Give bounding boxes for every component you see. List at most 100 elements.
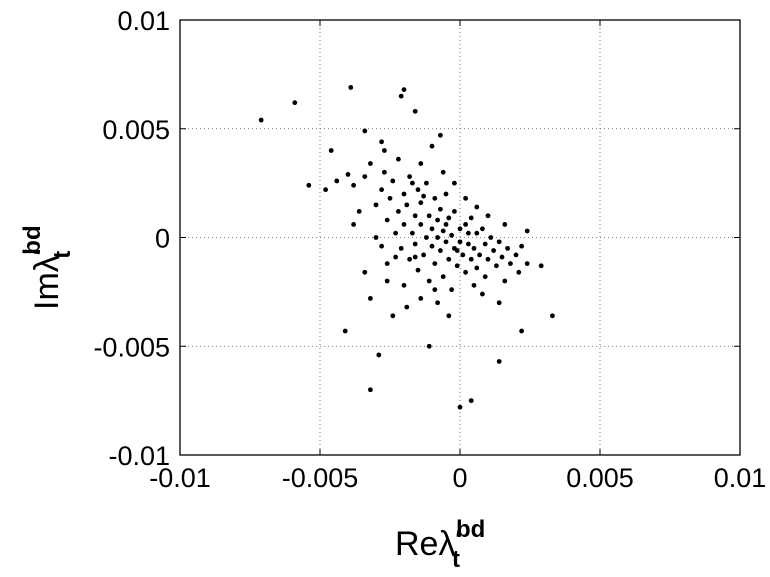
point	[418, 296, 424, 301]
point	[474, 204, 480, 210]
x-tick-label: 0.01	[714, 463, 767, 493]
point	[334, 178, 340, 184]
point	[474, 265, 480, 271]
point	[468, 398, 474, 404]
point	[449, 232, 454, 238]
point	[382, 148, 387, 153]
point	[429, 243, 435, 249]
point	[460, 252, 466, 258]
point	[421, 193, 426, 199]
x-label-sub: t	[452, 546, 460, 573]
point	[379, 187, 384, 193]
point	[396, 156, 401, 162]
point	[443, 239, 449, 245]
point	[410, 230, 415, 236]
point	[368, 296, 373, 301]
ticks: -0.01 -0.005 0 0.005 0.01 -0.01 -0.005 0 0.005 0.…	[93, 6, 766, 493]
x-label-sup: bd	[456, 516, 485, 543]
point	[401, 222, 407, 227]
y-tick-label: 0.005	[102, 115, 170, 145]
point	[328, 148, 334, 153]
point	[426, 213, 432, 219]
point	[491, 248, 496, 253]
point	[418, 222, 424, 227]
point	[362, 174, 368, 180]
point	[306, 182, 312, 188]
point	[440, 228, 446, 234]
point	[401, 87, 407, 92]
point	[368, 161, 373, 166]
point	[390, 178, 396, 184]
point	[398, 245, 404, 251]
point	[513, 252, 519, 258]
point	[323, 187, 328, 193]
y-label-main: Imλ	[28, 255, 66, 310]
point	[258, 117, 264, 123]
y-label-sup: bd	[19, 225, 46, 254]
point	[550, 313, 555, 319]
point	[454, 248, 460, 253]
x-axis-label: Reλ′ t bd	[395, 516, 485, 573]
x-tick-label: -0.005	[282, 463, 359, 493]
point	[482, 274, 488, 280]
point	[516, 269, 522, 275]
point	[466, 241, 471, 247]
point	[379, 139, 384, 145]
point	[440, 274, 446, 280]
point	[524, 228, 530, 234]
point	[485, 213, 491, 219]
point	[452, 180, 457, 186]
point	[488, 235, 494, 240]
point	[387, 195, 393, 201]
point	[446, 313, 452, 319]
point	[449, 287, 454, 293]
point	[410, 180, 415, 186]
point	[480, 226, 485, 232]
point	[415, 187, 421, 193]
point	[443, 222, 449, 227]
point	[446, 215, 452, 221]
point	[508, 261, 513, 266]
point	[474, 230, 480, 236]
x-tick-label: 0.005	[566, 463, 634, 493]
point	[463, 222, 468, 227]
point	[412, 213, 418, 219]
point	[468, 256, 474, 262]
point	[429, 143, 435, 149]
point	[393, 254, 398, 260]
point	[362, 269, 368, 275]
point	[351, 182, 356, 188]
point	[373, 202, 379, 208]
y-axis-label: Imλ′tbd	[19, 225, 76, 310]
x-tick-label: -0.01	[149, 463, 211, 493]
point	[432, 261, 438, 266]
point	[429, 226, 435, 232]
point	[538, 263, 544, 269]
y-tick-label: -0.01	[108, 441, 170, 471]
point	[426, 278, 432, 284]
point	[438, 248, 443, 253]
point	[524, 261, 530, 266]
point	[373, 235, 379, 240]
point	[438, 206, 443, 212]
point	[496, 300, 502, 306]
point	[480, 291, 485, 297]
point	[415, 267, 421, 273]
point	[384, 217, 390, 223]
point	[482, 241, 488, 247]
point	[502, 278, 508, 284]
point	[292, 100, 298, 106]
y-tick-label: 0	[155, 224, 170, 254]
point	[440, 169, 446, 175]
point	[396, 209, 401, 214]
point	[390, 313, 396, 319]
point	[384, 278, 390, 284]
point	[421, 252, 426, 258]
point	[407, 256, 412, 262]
point	[468, 215, 474, 221]
point	[435, 217, 440, 223]
point	[426, 343, 432, 349]
point	[463, 195, 468, 201]
point	[519, 328, 524, 334]
point	[418, 200, 424, 206]
